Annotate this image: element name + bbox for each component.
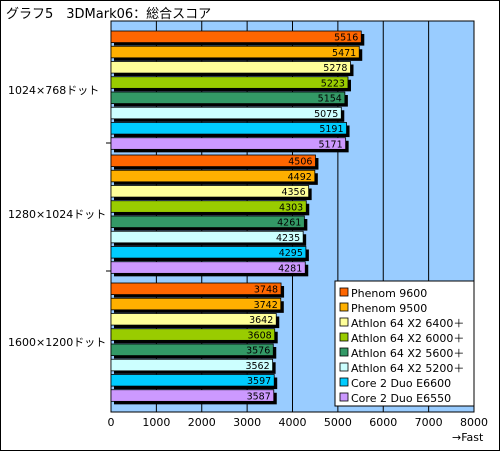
legend-swatch bbox=[339, 332, 349, 342]
category-label: 1600×1200ドット bbox=[8, 336, 106, 349]
bar-2-0 bbox=[110, 282, 282, 296]
bar-1-4 bbox=[110, 215, 305, 229]
legend-swatch bbox=[339, 377, 349, 387]
value-label: 5154 bbox=[318, 94, 342, 105]
value-label: 4356 bbox=[281, 187, 305, 198]
value-label: 4303 bbox=[279, 202, 303, 213]
chart-title: グラフ5 3DMark06：総合スコア bbox=[6, 7, 212, 22]
bar-0-7 bbox=[110, 137, 347, 150]
value-label: 3576 bbox=[246, 346, 270, 357]
value-label: 5278 bbox=[323, 63, 347, 74]
legend-swatch bbox=[339, 302, 349, 312]
bar-1-6 bbox=[110, 246, 307, 259]
bar-1-3 bbox=[110, 200, 307, 213]
x-tick-label: 5000 bbox=[324, 416, 352, 429]
value-label: 5075 bbox=[314, 109, 338, 120]
legend-label: Athlon 64 X2 6000＋ bbox=[351, 332, 464, 345]
value-label: 3742 bbox=[254, 300, 278, 311]
legend-label: Core 2 Duo E6600 bbox=[351, 377, 451, 390]
legend-label: Athlon 64 X2 5600＋ bbox=[351, 347, 464, 360]
bar-0-1 bbox=[110, 45, 360, 59]
x-tick-label: 3000 bbox=[233, 416, 261, 429]
bar-1-5 bbox=[110, 230, 304, 244]
value-label: 4492 bbox=[288, 172, 312, 183]
bar-0-2 bbox=[110, 61, 351, 74]
bar-2-3 bbox=[110, 328, 276, 341]
value-label: 3587 bbox=[247, 391, 271, 402]
value-label: 4295 bbox=[279, 248, 303, 259]
bar-1-1 bbox=[110, 169, 316, 183]
x-tick-label: 6000 bbox=[369, 416, 397, 429]
bar-2-7 bbox=[110, 389, 275, 402]
value-label: 4281 bbox=[278, 263, 302, 274]
legend-label: Phenom 9600 bbox=[351, 287, 427, 300]
legend-label: Athlon 64 X2 6400＋ bbox=[351, 317, 464, 330]
value-label: 5516 bbox=[334, 33, 358, 44]
bar-0-0 bbox=[110, 30, 362, 44]
value-label: 3562 bbox=[245, 361, 269, 372]
bar-2-1 bbox=[110, 297, 282, 311]
bar-2-2 bbox=[110, 313, 277, 326]
legend-label: Athlon 64 X2 5200＋ bbox=[351, 362, 464, 375]
bar-1-7 bbox=[110, 261, 306, 274]
bar-0-4 bbox=[110, 91, 346, 105]
value-label: 3748 bbox=[254, 285, 278, 296]
value-label: 5191 bbox=[319, 124, 343, 135]
bar-2-6 bbox=[110, 374, 275, 387]
value-label: 4235 bbox=[276, 233, 300, 244]
bar-2-4 bbox=[110, 343, 274, 357]
value-label: 3642 bbox=[249, 315, 273, 326]
x-tick-label: 7000 bbox=[415, 416, 443, 429]
x-axis-label: →Fast bbox=[452, 431, 484, 444]
bar-0-6 bbox=[110, 122, 347, 135]
legend-swatch bbox=[339, 392, 349, 402]
bar-0-5 bbox=[110, 106, 342, 120]
legend-box bbox=[334, 280, 475, 407]
value-label: 3608 bbox=[248, 330, 272, 341]
legend-swatch bbox=[339, 347, 349, 357]
value-label: 3597 bbox=[247, 376, 271, 387]
legend-swatch bbox=[339, 317, 349, 327]
x-tick-label: 2000 bbox=[188, 416, 216, 429]
bar-0-3 bbox=[110, 76, 349, 89]
bar-2-5 bbox=[110, 358, 274, 372]
bar-1-0 bbox=[110, 154, 316, 168]
value-label: 4506 bbox=[288, 157, 312, 168]
bar-1-2 bbox=[110, 185, 310, 198]
category-label: 1024×768ドット bbox=[8, 84, 99, 97]
category-label: 1280×1024ドット bbox=[8, 208, 106, 221]
x-tick-label: 8000 bbox=[460, 416, 488, 429]
x-tick-label: 4000 bbox=[279, 416, 307, 429]
value-label: 5223 bbox=[321, 78, 345, 89]
x-tick-label: 1000 bbox=[142, 416, 170, 429]
legend-label: Core 2 Duo E6550 bbox=[351, 392, 451, 405]
legend-swatch bbox=[339, 362, 349, 372]
value-label: 5171 bbox=[318, 139, 342, 150]
legend-swatch bbox=[339, 287, 349, 297]
value-label: 5471 bbox=[332, 48, 356, 59]
value-label: 4261 bbox=[277, 218, 301, 229]
legend-label: Phenom 9500 bbox=[351, 302, 427, 315]
x-tick-label: 0 bbox=[108, 416, 115, 429]
